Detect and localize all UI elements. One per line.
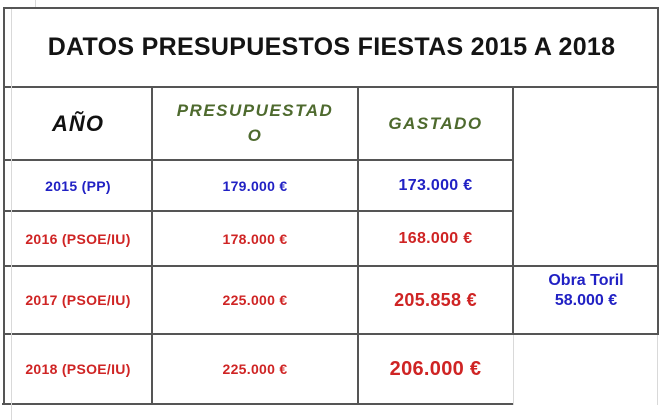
gridline-above-table xyxy=(35,0,36,7)
obra-toril-note: Obra Toril 58.000 € xyxy=(514,267,658,333)
table-border-title-bottom xyxy=(3,86,659,88)
gridline-gastado-lower xyxy=(513,335,514,405)
table-header-row: AÑO PRESUPUESTADO GASTADO xyxy=(0,88,670,159)
column-header-presupuestado-label: PRESUPUESTADO xyxy=(176,100,334,145)
year-cell: 2016 (PSOE/IU) xyxy=(25,230,131,247)
table-title: DATOS PRESUPUESTOS FIESTAS 2015 A 2018 xyxy=(47,33,616,61)
table-border-bottom xyxy=(2,403,514,405)
table-border-row2-bottom xyxy=(3,265,659,267)
gastado-cell: 206.000 € xyxy=(389,357,482,380)
note-line: 58.000 € xyxy=(554,292,618,309)
table-border-col-presupuestado xyxy=(357,86,359,405)
year-cell: 2018 (PSOE/IU) xyxy=(25,361,131,377)
presupuestado-cell: 178.000 € xyxy=(222,230,288,247)
presupuestado-cell: 225.000 € xyxy=(222,361,288,377)
column-header-presupuestado: PRESUPUESTADO xyxy=(153,88,357,159)
column-header-gastado: GASTADO xyxy=(388,113,483,133)
table-border-header-bottom xyxy=(3,159,514,161)
table-border-left xyxy=(3,7,5,405)
table-border-col-ano xyxy=(151,86,153,405)
presupuestado-cell: 225.000 € xyxy=(222,292,288,308)
column-header-ano: AÑO xyxy=(52,110,104,136)
table-border-row3-bottom xyxy=(3,333,659,335)
table-row: 2018 (PSOE/IU) 225.000 € 206.000 € xyxy=(0,335,670,403)
table-border-top xyxy=(3,7,659,9)
note-line: Obra Toril xyxy=(548,272,624,289)
table-border-right xyxy=(657,7,659,335)
year-cell: 2017 (PSOE/IU) xyxy=(25,292,131,308)
table-border-col-gastado xyxy=(512,86,514,335)
gastado-cell: 173.000 € xyxy=(398,176,473,194)
gastado-cell: 168.000 € xyxy=(398,229,473,247)
table-border-row1-bottom xyxy=(3,210,514,212)
gridline-left-margin xyxy=(11,9,12,420)
table-row: 2015 (PP) 179.000 € 173.000 € xyxy=(0,161,670,210)
table-row: 2017 (PSOE/IU) 225.000 € 205.858 € xyxy=(0,267,670,333)
year-cell: 2015 (PP) xyxy=(45,177,111,194)
table-row: 2016 (PSOE/IU) 178.000 € 168.000 € xyxy=(0,212,670,265)
presupuestado-cell: 179.000 € xyxy=(222,177,288,194)
gridline-right-lower xyxy=(657,335,658,405)
gastado-cell: 205.858 € xyxy=(394,289,477,310)
